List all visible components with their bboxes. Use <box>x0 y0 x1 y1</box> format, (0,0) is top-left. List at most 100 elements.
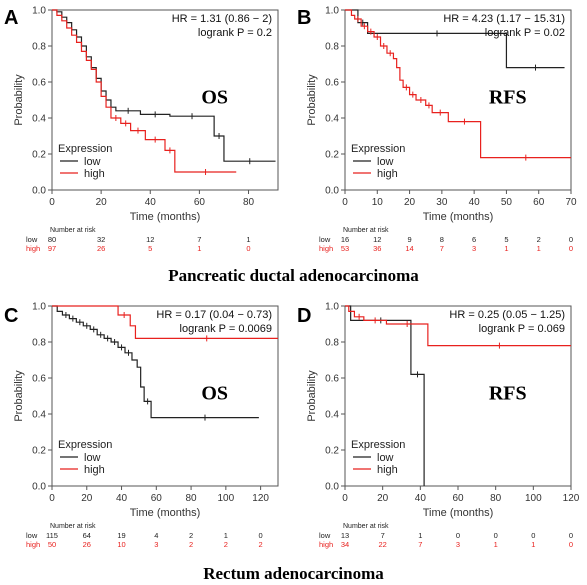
risk-count: 0 <box>569 531 573 540</box>
risk-count: 19 <box>117 531 125 540</box>
risk-row-label: high <box>319 540 333 549</box>
logrank-p: logrank P = 0.0069 <box>180 323 272 335</box>
legend-label-low: low <box>84 156 101 168</box>
panel-b: B0.00.20.40.60.81.00 10 20 30 40 50 60 70Probab… <box>297 6 577 254</box>
risk-count: 0 <box>246 244 250 253</box>
risk-count: 34 <box>341 540 349 549</box>
risk-count: 14 <box>405 244 413 253</box>
risk-count: 0 <box>569 244 573 253</box>
row1-caption: Pancreatic ductal adenocarcinoma <box>168 266 419 285</box>
y-tick-label: 0.2 <box>325 150 339 161</box>
legend-label-high: high <box>377 168 398 180</box>
risk-count: 115 <box>46 531 58 540</box>
panel-letter: A <box>4 7 18 29</box>
y-tick-label: 0.4 <box>325 410 339 421</box>
risk-count: 26 <box>97 244 105 253</box>
row2-caption: Rectum adenocarcinoma <box>203 564 384 583</box>
x-tick-label: 20 <box>81 493 93 504</box>
y-tick-label: 0.6 <box>32 78 46 89</box>
legend-title: Expression <box>351 439 405 451</box>
x-tick-label: 60 <box>452 493 464 504</box>
risk-count: 12 <box>146 235 154 244</box>
risk-row-label: low <box>319 531 331 540</box>
panel-letter: C <box>4 305 18 327</box>
x-tick-label: 0 <box>49 197 55 208</box>
y-tick-label: 0.6 <box>32 374 46 385</box>
x-tick-label: 60 <box>194 197 206 208</box>
risk-count: 7 <box>197 235 201 244</box>
risk-count: 1 <box>504 244 508 253</box>
risk-count: 22 <box>378 540 386 549</box>
y-tick-label: 1.0 <box>325 6 339 17</box>
risk-count: 32 <box>97 235 105 244</box>
x-tick-label: 100 <box>525 493 542 504</box>
hazard-ratio: HR = 1.31 (0.86 − 2) <box>172 13 272 25</box>
legend-label-high: high <box>377 464 398 476</box>
legend-title: Expression <box>58 439 112 451</box>
risk-row-label: low <box>26 531 38 540</box>
risk-row-label: low <box>319 235 331 244</box>
risk-count: 1 <box>418 531 422 540</box>
y-axis-label: Probability <box>306 74 318 126</box>
x-tick-label: 120 <box>563 493 580 504</box>
hazard-ratio: HR = 4.23 (1.17 − 15.31) <box>443 13 565 25</box>
risk-count: 3 <box>456 540 460 549</box>
risk-count: 10 <box>117 540 125 549</box>
risk-count: 2 <box>189 540 193 549</box>
y-tick-label: 0.6 <box>325 374 339 385</box>
y-tick-label: 0.8 <box>325 42 339 53</box>
risk-count: 7 <box>418 540 422 549</box>
x-tick-label: 0 <box>49 493 55 504</box>
y-tick-label: 0.2 <box>32 446 46 457</box>
risk-count: 2 <box>259 540 263 549</box>
logrank-p: logrank P = 0.069 <box>479 323 565 335</box>
risk-row-label: high <box>26 540 40 549</box>
panel-a: A 0.0 0.2 0.4 0.6 0.8 1.0 0 20 40 60 80 Probability T… <box>4 6 279 253</box>
risk-count: 0 <box>494 531 498 540</box>
risk-table-title: Number at risk <box>343 523 389 530</box>
y-axis-label: Probability <box>13 370 25 422</box>
risk-count: 64 <box>83 531 91 540</box>
endpoint-label: RFS <box>489 383 527 405</box>
y-tick-label: 0.6 <box>325 78 339 89</box>
x-tick-label: 80 <box>186 493 198 504</box>
x-tick-label: 20 <box>404 197 416 208</box>
y-axis-label: Probability <box>306 370 318 422</box>
x-tick-label: 10 <box>372 197 384 208</box>
plot-frame <box>51 305 279 487</box>
risk-count: 0 <box>531 531 535 540</box>
panel-letter: B <box>297 7 311 29</box>
y-tick-label: 0.8 <box>325 338 339 349</box>
risk-table-title: Number at risk <box>50 227 96 234</box>
risk-count: 97 <box>48 244 56 253</box>
x-tick-label: 40 <box>469 197 481 208</box>
y-tick-label: 0.2 <box>325 446 339 457</box>
survival-curve-high <box>345 305 571 347</box>
x-axis-label: Time (months) <box>423 507 494 519</box>
x-tick-label: 20 <box>96 197 108 208</box>
x-tick-label: 70 <box>565 197 577 208</box>
risk-count: 9 <box>407 235 411 244</box>
plot-frame <box>344 9 572 191</box>
y-tick-label: 1.0 <box>32 302 46 313</box>
panel-c: C0.00.20.40.60.81.00 20 40 60 80 100 120Probab… <box>4 302 279 549</box>
x-tick-label: 50 <box>501 197 513 208</box>
x-tick-label: 80 <box>243 197 255 208</box>
risk-row-label: high <box>26 244 40 253</box>
risk-count: 7 <box>381 531 385 540</box>
x-axis-label: Time (months) <box>130 211 201 223</box>
legend-label-low: low <box>84 452 101 464</box>
x-tick-label: 30 <box>436 197 448 208</box>
y-tick-label: 0.8 <box>32 42 46 53</box>
risk-count: 2 <box>537 235 541 244</box>
y-tick-label: 0.0 <box>32 482 46 493</box>
risk-row-label: high <box>319 244 333 253</box>
risk-count: 6 <box>472 235 476 244</box>
y-tick-label: 0.8 <box>32 338 46 349</box>
y-tick-label: 0.0 <box>325 482 339 493</box>
y-tick-label: 0.4 <box>32 410 46 421</box>
x-axis-label: Time (months) <box>423 211 494 223</box>
risk-count: 1 <box>224 531 228 540</box>
risk-count: 8 <box>440 235 444 244</box>
